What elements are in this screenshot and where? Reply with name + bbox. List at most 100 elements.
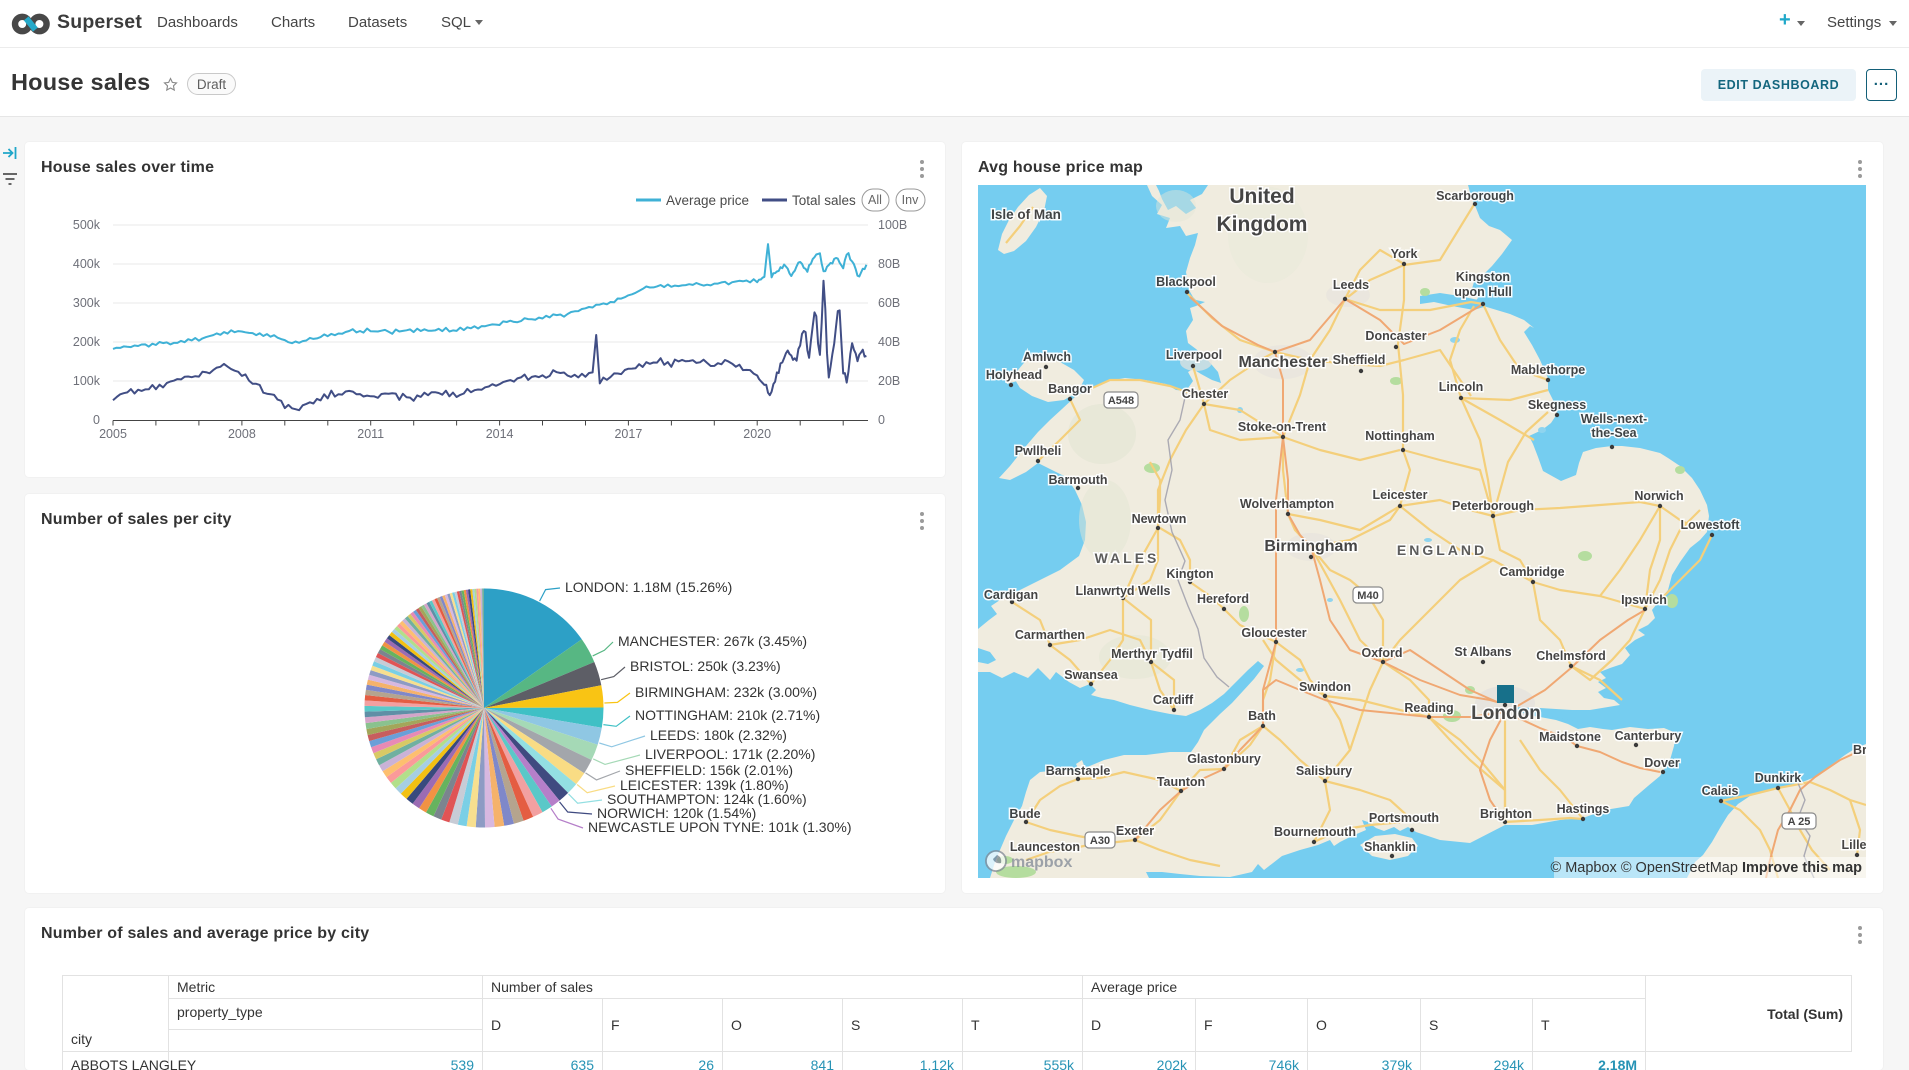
- svg-text:Average price: Average price: [666, 193, 749, 208]
- svg-text:2014: 2014: [486, 427, 514, 441]
- svg-text:St Albans: St Albans: [1454, 645, 1511, 659]
- svg-text:Hereford: Hereford: [1197, 592, 1249, 606]
- svg-text:0: 0: [93, 413, 100, 427]
- svg-text:100k: 100k: [73, 374, 101, 388]
- svg-text:Exeter: Exeter: [1116, 824, 1154, 838]
- svg-text:BRISTOL: 250k (3.23%): BRISTOL: 250k (3.23%): [630, 658, 781, 674]
- svg-text:ENGLAND: ENGLAND: [1397, 542, 1487, 558]
- svg-text:WALES: WALES: [1095, 550, 1160, 566]
- svg-text:Hastings: Hastings: [1557, 802, 1610, 816]
- svg-text:Barnstaple: Barnstaple: [1046, 764, 1111, 778]
- svg-text:NEWCASTLE UPON TYNE: 101k (1.3: NEWCASTLE UPON TYNE: 101k (1.30%): [588, 819, 851, 835]
- svg-text:Amlwch: Amlwch: [1023, 350, 1071, 364]
- svg-text:300k: 300k: [73, 296, 101, 310]
- svg-text:Mablethorpe: Mablethorpe: [1511, 363, 1585, 377]
- svg-text:Bude: Bude: [1009, 807, 1040, 821]
- svg-text:2020: 2020: [743, 427, 771, 441]
- svg-text:SOUTHAMPTON: 124k (1.60%): SOUTHAMPTON: 124k (1.60%): [607, 791, 807, 807]
- svg-text:Nottingham: Nottingham: [1365, 429, 1434, 443]
- svg-text:Swansea: Swansea: [1064, 668, 1119, 682]
- svg-text:Canterbury: Canterbury: [1615, 729, 1682, 743]
- svg-text:0: 0: [878, 413, 885, 427]
- svg-text:Kingston: Kingston: [1456, 270, 1510, 284]
- svg-text:Stoke-on-Trent: Stoke-on-Trent: [1238, 420, 1327, 434]
- svg-text:Reading: Reading: [1404, 701, 1453, 715]
- svg-text:Bournemouth: Bournemouth: [1274, 825, 1356, 839]
- svg-text:York: York: [1391, 247, 1418, 261]
- svg-text:the-Sea: the-Sea: [1591, 426, 1637, 440]
- svg-text:2005: 2005: [99, 427, 127, 441]
- svg-text:LEEDS: 180k (2.32%): LEEDS: 180k (2.32%): [650, 727, 787, 743]
- svg-text:Lowestoft: Lowestoft: [1680, 518, 1740, 532]
- svg-text:Carmarthen: Carmarthen: [1015, 628, 1085, 642]
- svg-text:Birmingham: Birmingham: [1264, 538, 1357, 555]
- svg-text:Launceston: Launceston: [1010, 840, 1080, 854]
- svg-text:Holyhead: Holyhead: [986, 368, 1042, 382]
- svg-text:Gloucester: Gloucester: [1241, 626, 1306, 640]
- svg-text:MANCHESTER: 267k (3.45%): MANCHESTER: 267k (3.45%): [618, 633, 807, 649]
- svg-text:Bangor: Bangor: [1048, 382, 1092, 396]
- svg-text:60B: 60B: [878, 296, 900, 310]
- svg-text:Chelmsford: Chelmsford: [1536, 649, 1605, 663]
- svg-text:Leicester: Leicester: [1373, 488, 1428, 502]
- svg-text:Oxford: Oxford: [1362, 646, 1403, 660]
- svg-text:Cardiff: Cardiff: [1153, 693, 1194, 707]
- svg-text:Liverpool: Liverpool: [1166, 348, 1222, 362]
- svg-text:M40: M40: [1357, 590, 1378, 602]
- svg-text:40B: 40B: [878, 335, 900, 349]
- svg-text:Manchester: Manchester: [1239, 354, 1328, 371]
- svg-text:Ipswich: Ipswich: [1621, 593, 1667, 607]
- svg-text:Sheffield: Sheffield: [1333, 353, 1386, 367]
- svg-text:2017: 2017: [614, 427, 642, 441]
- svg-text:Llanwrtyd Wells: Llanwrtyd Wells: [1076, 584, 1171, 598]
- svg-text:Pwllheli: Pwllheli: [1015, 444, 1062, 458]
- svg-text:SHEFFIELD: 156k (2.01%): SHEFFIELD: 156k (2.01%): [625, 762, 793, 778]
- svg-text:Chester: Chester: [1182, 387, 1229, 401]
- svg-text:Scarborough: Scarborough: [1436, 189, 1514, 203]
- svg-text:Cambridge: Cambridge: [1499, 565, 1564, 579]
- svg-text:Kington: Kington: [1166, 567, 1213, 581]
- svg-text:upon Hull: upon Hull: [1454, 285, 1512, 299]
- svg-text:Wolverhampton: Wolverhampton: [1240, 497, 1334, 511]
- svg-text:Glastonbury: Glastonbury: [1187, 752, 1261, 766]
- svg-text:Shanklin: Shanklin: [1364, 840, 1416, 854]
- svg-text:Total sales: Total sales: [792, 193, 856, 208]
- svg-text:500k: 500k: [73, 218, 101, 232]
- svg-text:Lille: Lille: [1841, 838, 1866, 852]
- svg-text:80B: 80B: [878, 257, 900, 271]
- svg-text:NOTTINGHAM: 210k (2.71%): NOTTINGHAM: 210k (2.71%): [635, 707, 820, 723]
- svg-text:Inv: Inv: [902, 193, 919, 207]
- svg-text:BIRMINGHAM: 232k (3.00%): BIRMINGHAM: 232k (3.00%): [635, 684, 817, 700]
- svg-text:20B: 20B: [878, 374, 900, 388]
- svg-text:Taunton: Taunton: [1157, 775, 1205, 789]
- svg-text:Br: Br: [1853, 743, 1866, 757]
- svg-text:Cardigan: Cardigan: [984, 588, 1038, 602]
- svg-text:Norwich: Norwich: [1634, 489, 1683, 503]
- svg-text:Kingdom: Kingdom: [1217, 213, 1308, 236]
- svg-text:Barmouth: Barmouth: [1048, 473, 1107, 487]
- svg-text:Salisbury: Salisbury: [1296, 764, 1352, 778]
- svg-text:Newtown: Newtown: [1132, 512, 1187, 526]
- svg-text:© Mapbox © OpenStreetMap Impro: © Mapbox © OpenStreetMap Improve this ma…: [1551, 860, 1863, 876]
- svg-text:Skegness: Skegness: [1528, 398, 1586, 412]
- svg-text:LIVERPOOL: 171k (2.20%): LIVERPOOL: 171k (2.20%): [645, 746, 815, 762]
- svg-text:2011: 2011: [357, 427, 384, 441]
- svg-text:Wells-next-: Wells-next-: [1581, 412, 1647, 426]
- svg-text:Dover: Dover: [1644, 756, 1680, 770]
- svg-text:Doncaster: Doncaster: [1365, 329, 1426, 343]
- svg-text:mapbox: mapbox: [1011, 854, 1072, 871]
- svg-text:Portsmouth: Portsmouth: [1369, 811, 1439, 825]
- svg-text:Calais: Calais: [1702, 784, 1739, 798]
- svg-text:2008: 2008: [228, 427, 256, 441]
- svg-text:LEICESTER: 139k (1.80%): LEICESTER: 139k (1.80%): [620, 777, 789, 793]
- svg-text:NORWICH: 120k (1.54%): NORWICH: 120k (1.54%): [597, 805, 756, 821]
- svg-text:Swindon: Swindon: [1299, 680, 1351, 694]
- svg-text:Maidstone: Maidstone: [1539, 730, 1601, 744]
- svg-text:Dunkirk: Dunkirk: [1755, 771, 1802, 785]
- svg-text:200k: 200k: [73, 335, 101, 349]
- svg-text:Lincoln: Lincoln: [1439, 380, 1483, 394]
- svg-text:400k: 400k: [73, 257, 101, 271]
- svg-text:100B: 100B: [878, 218, 907, 232]
- svg-text:London: London: [1471, 703, 1541, 724]
- svg-text:A548: A548: [1108, 395, 1134, 407]
